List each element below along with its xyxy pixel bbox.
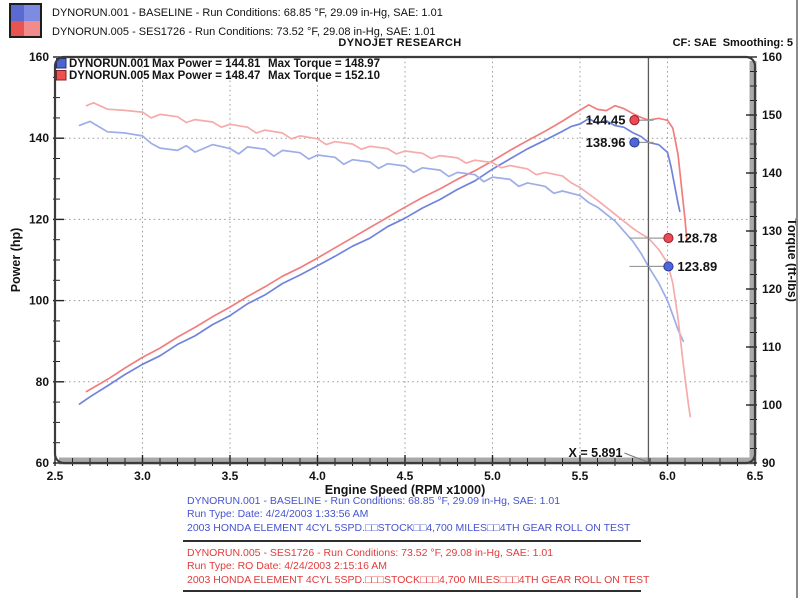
cursor-label-leader [624,452,648,463]
torque-tick-label: 90 [762,456,776,470]
torque-tick-label: 100 [762,398,782,412]
x-tick-label: 6.0 [659,469,676,483]
top-run-legend: DYNORUN.001 - BASELINE - Run Conditions:… [9,3,443,41]
run1-info-line2: Run Type: Date: 4/24/2003 1:33:56 AM [187,508,369,521]
x-tick-label: 3.0 [134,469,151,483]
cursor-x-label: X = 5.891 [569,446,623,460]
separator-line [183,590,641,592]
callout-value-label: 144.45 [586,113,626,128]
callout-dot [663,261,674,272]
legend-run-name: DYNORUN.005 [69,70,150,82]
torque-tick-label: 130 [762,224,782,238]
legend-max-torque: Max Torque = 148.97 [268,58,380,70]
swatch-blue-dark [11,5,25,21]
legend-max-power: Max Power = 144.81 [152,58,261,70]
curve-dynorun-001-torque [78,120,685,343]
torque-tick-label: 150 [762,108,782,122]
torque-tick-label: 110 [762,340,782,354]
callout-dot [629,115,640,126]
torque-tick-label: 120 [762,282,782,296]
callout-dot [663,232,674,244]
right-axis-title: Torque (ft-lbs) [785,218,799,302]
power-tick-label: 140 [29,131,49,145]
callout-dot [629,137,640,148]
run-colors-swatch-icon [9,3,42,38]
run1-info-line3: 2003 HONDA ELEMENT 4CYL 5SPD.□□STOCK□□4,… [187,521,631,534]
x-tick-label: 3.5 [222,469,239,483]
callout-value-label: 138.96 [586,135,626,150]
torque-tick-label: 140 [762,166,782,180]
left-axis-title: Power (hp) [9,228,23,293]
curve-dynorun-001-power [78,117,681,405]
x-tick-label: 5.5 [572,469,589,483]
separator-line [183,540,641,542]
torque-tick-label: 160 [762,50,782,64]
x-axis-title: Engine Speed (RPM x1000) [325,483,485,497]
run2-info-line3: 2003 HONDA ELEMENT 4CYL 5SPD.□□□STOCK□□□… [187,573,650,586]
run1-header-line: DYNORUN.001 - BASELINE - Run Conditions:… [52,7,443,19]
run1-info-block: DYNORUN.001 - BASELINE - Run Conditions:… [187,495,657,535]
x-tick-label: 4.5 [397,469,414,483]
legend-run-name: DYNORUN.001 [69,58,150,70]
power-tick-label: 60 [36,456,50,470]
curve-dynorun-005-power [85,104,688,393]
run2-info-line2: Run Type: RO Date: 4/24/2003 2:15:16 AM [187,560,388,573]
plot-frame [53,55,757,465]
swatch-blue-light [24,5,40,21]
x-tick-label: 6.5 [747,469,764,483]
x-tick-label: 4.0 [309,469,326,483]
power-tick-label: 120 [29,212,49,226]
legend-swatch-icon [56,70,67,81]
power-tick-label: 100 [29,294,49,308]
swatch-red-light [24,20,40,36]
x-tick-label: 2.5 [47,469,64,483]
legend-max-power: Max Power = 148.47 [152,70,260,82]
run2-info-line1: DYNORUN.005 - SES1726 - Run Conditions: … [187,547,554,559]
run2-header-line: DYNORUN.005 - SES1726 - Run Conditions: … [52,25,436,38]
curve-dynorun-005-torque [85,101,692,418]
power-tick-label: 160 [29,50,49,64]
callout-value-label: 128.78 [677,231,717,246]
x-tick-label: 5.0 [484,469,501,483]
run1-info-line1: DYNORUN.001 - BASELINE - Run Conditions:… [187,495,561,507]
run2-info-block: DYNORUN.005 - SES1726 - Run Conditions: … [187,547,657,587]
callout-value-label: 123.89 [677,259,717,274]
scan-edge-artifact [796,0,798,598]
swatch-red-dark [11,20,25,36]
legend-max-torque: Max Torque = 152.10 [268,70,380,82]
brand-title: DYNOJET RESEARCH [338,37,462,49]
power-tick-label: 80 [36,375,50,389]
cf-smoothing-label: CF: SAE Smoothing: 5 [672,37,793,49]
